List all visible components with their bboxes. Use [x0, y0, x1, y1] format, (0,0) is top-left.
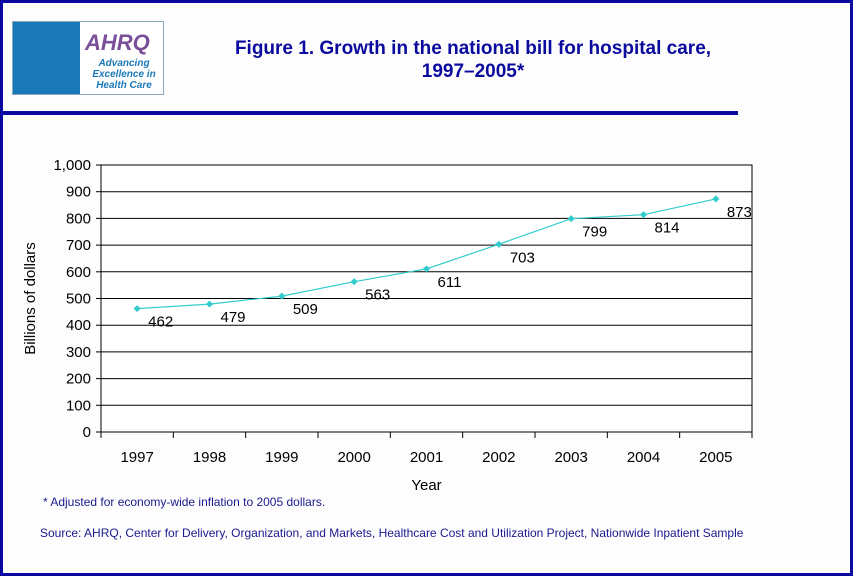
y-tick-label: 800: [66, 210, 91, 227]
x-axis-label: Year: [411, 477, 441, 494]
data-label: 873: [727, 204, 752, 221]
y-tick-label: 500: [66, 291, 91, 308]
ahrq-logo: AHRQ Advancing Excellence in Health Care: [12, 21, 164, 95]
title-line-1: Figure 1. Growth in the national bill fo…: [234, 38, 712, 59]
data-point: [422, 265, 431, 273]
line-chart: 0 100 200 300 400 500 600 700 800 900 1,000 1997 199…: [22, 157, 753, 494]
x-tick-label: 2000: [337, 449, 370, 466]
hhs-seal-icon: [13, 22, 80, 94]
data-label: 703: [510, 249, 535, 266]
x-tick-label: 2002: [482, 449, 515, 466]
header-divider: [3, 111, 738, 115]
data-label: 509: [293, 301, 318, 318]
data-label: 611: [438, 274, 462, 291]
y-tick-label: 300: [66, 344, 91, 361]
y-tick-label: 900: [66, 184, 91, 201]
data-point: [350, 278, 358, 286]
footnote: * Adjusted for economy-wide inflation to…: [43, 495, 326, 509]
y-tick-label: 400: [66, 317, 91, 334]
x-tick-label: 2003: [554, 449, 587, 466]
y-tick-label: 600: [66, 264, 91, 281]
source-note: Source: AHRQ, Center for Delivery, Organ…: [40, 526, 744, 540]
title-line-2: 1997–2005*: [421, 61, 525, 82]
data-point: [567, 215, 575, 223]
ahrq-tagline: Advancing Excellence in Health Care: [92, 58, 156, 91]
data-label: 462: [148, 314, 173, 331]
x-tick-label: 1997: [120, 449, 153, 466]
x-tick-label: 1999: [265, 449, 298, 466]
y-tick-label: 0: [83, 424, 91, 441]
data-label: 799: [582, 224, 607, 241]
x-tick-label: 1998: [193, 449, 226, 466]
data-point: [278, 292, 286, 300]
x-tick-label: 2005: [699, 449, 732, 466]
data-label: 479: [221, 309, 246, 326]
y-tick-label: 1,000: [53, 157, 91, 174]
data-point: [712, 195, 720, 203]
data-point: [205, 300, 214, 308]
data-point: [133, 305, 141, 313]
data-label: 563: [365, 287, 390, 304]
x-tick-label: 2004: [627, 449, 660, 466]
data-point: [639, 211, 648, 219]
data-label: 814: [655, 220, 680, 237]
x-tick-label: 2001: [410, 449, 443, 466]
data-point: [495, 240, 503, 248]
y-tick-label: 100: [66, 397, 91, 414]
y-axis-label: Billions of dollars: [22, 242, 39, 355]
y-tick-label: 200: [66, 371, 91, 388]
y-tick-label: 700: [66, 237, 91, 254]
chart-title: Figure 1. Growth in the national bill fo…: [193, 37, 753, 83]
ahrq-wordmark: AHRQ: [85, 30, 150, 55]
